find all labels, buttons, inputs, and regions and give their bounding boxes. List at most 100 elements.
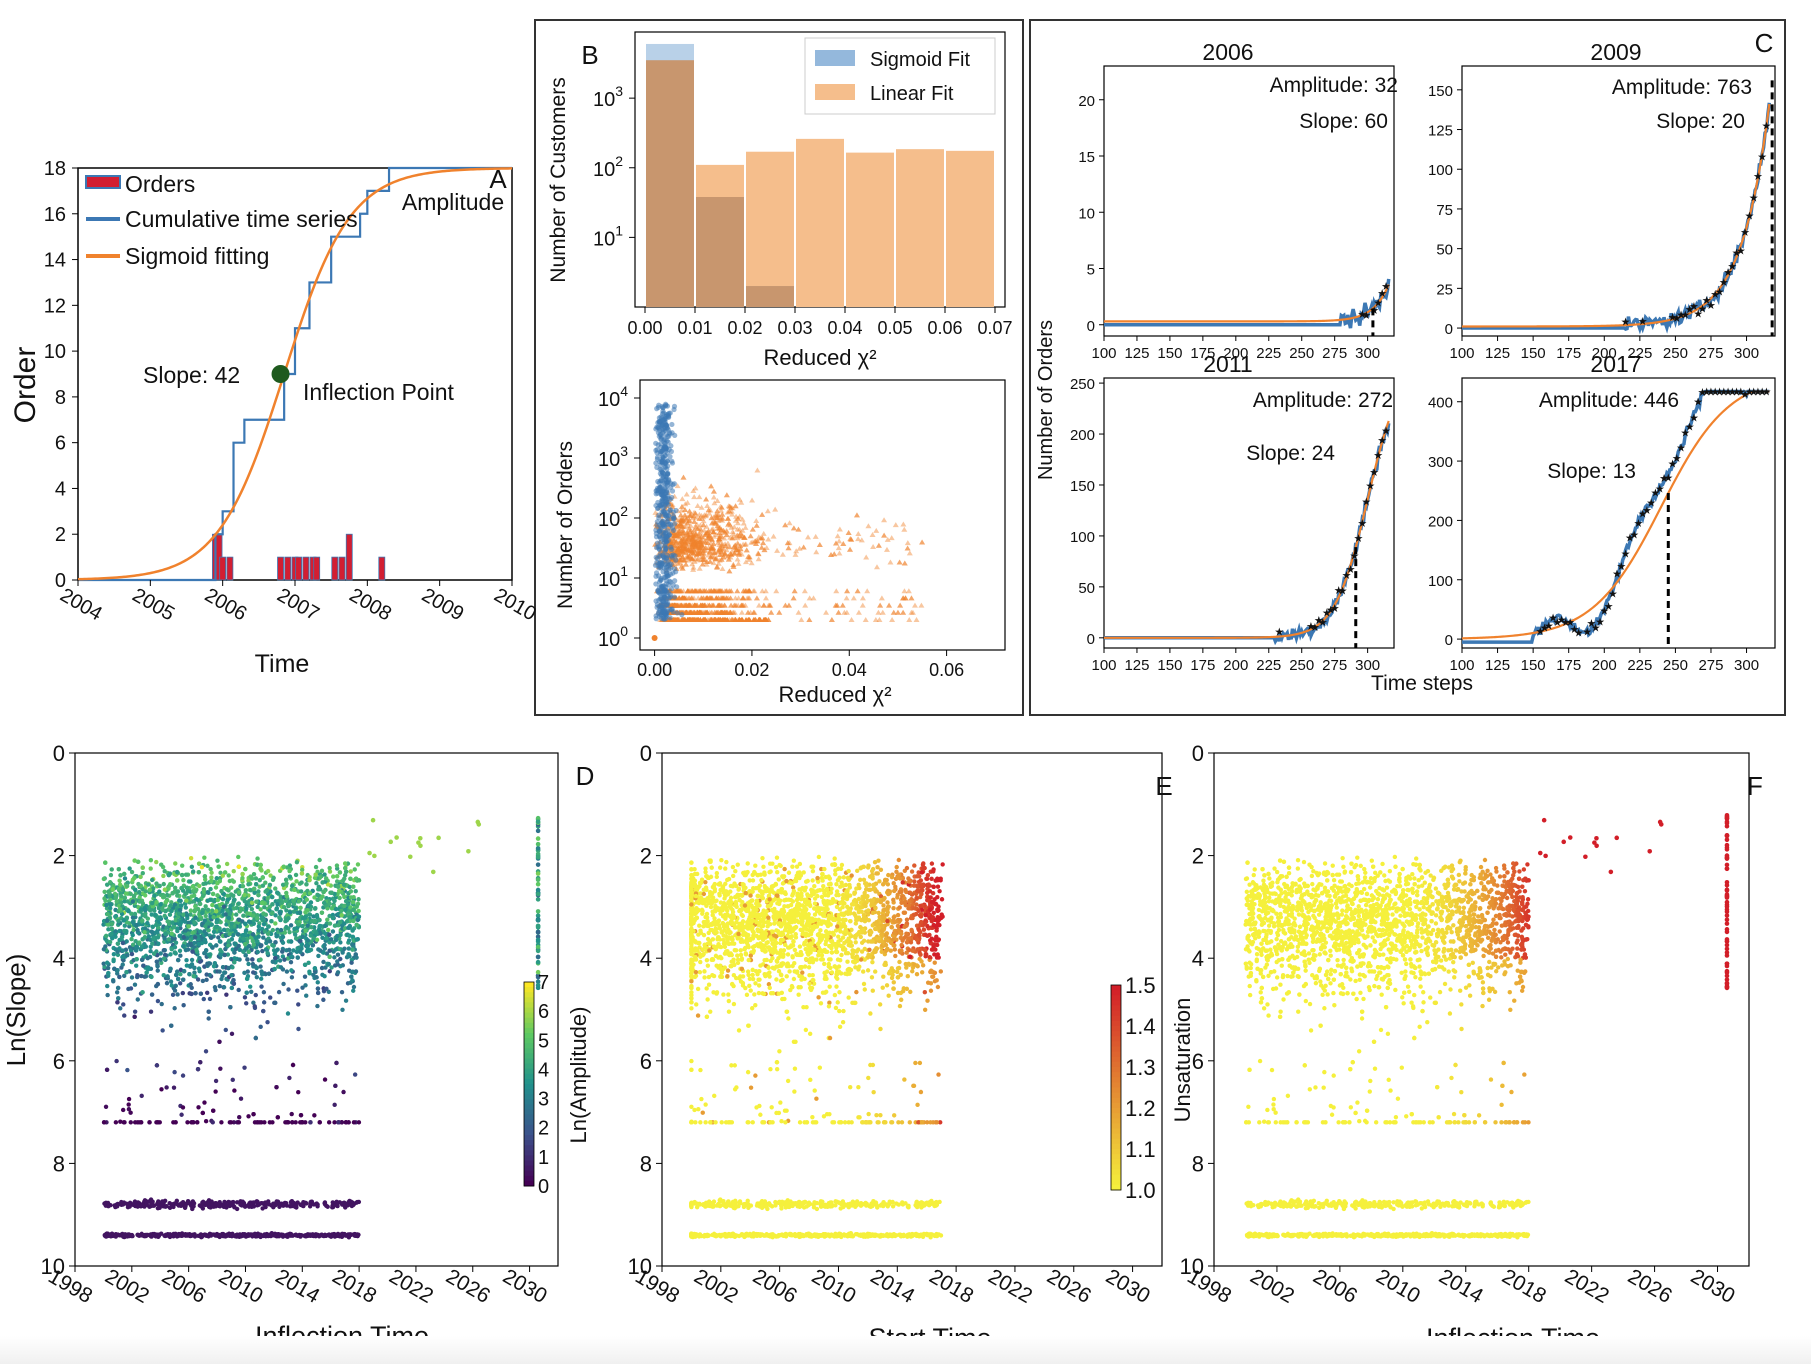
scatter-point	[193, 904, 198, 909]
scatter-point	[181, 1003, 186, 1008]
x-tick-label: 2005	[129, 584, 179, 625]
y-tick-label: 14	[44, 250, 66, 272]
scatter-point	[128, 1120, 133, 1125]
linear-fit-point	[700, 514, 707, 520]
scatter-point	[339, 989, 345, 995]
linear-fit-point	[901, 560, 908, 566]
scatter-point	[273, 886, 278, 891]
scatter-point	[163, 899, 169, 905]
scatter-point	[353, 888, 358, 894]
scatter-point	[220, 973, 225, 979]
scatter-point	[185, 1120, 190, 1125]
scatter-point	[203, 948, 209, 953]
scatter-point	[111, 952, 117, 957]
sigmoid-fit-point	[669, 554, 675, 560]
linear-fit-point	[892, 522, 899, 528]
sigmoid-fit-point	[653, 527, 659, 533]
linear-fit-point	[678, 551, 685, 557]
scatter-point	[149, 929, 154, 934]
scatter-point	[273, 921, 278, 926]
linear-fit-point	[700, 609, 707, 615]
sigmoid-fit-point	[656, 515, 662, 521]
x-tick-label: 100	[1091, 657, 1116, 674]
data-series-line	[1462, 389, 1770, 644]
scatter-point	[322, 974, 327, 979]
scatter-point	[126, 986, 131, 992]
scatter-point	[146, 882, 151, 887]
scatter-point	[162, 913, 167, 919]
scatter-point	[304, 993, 309, 998]
overlap-bar	[646, 60, 694, 308]
linear-fit-point	[881, 532, 888, 538]
linear-fit-point	[734, 526, 741, 532]
data-star-marker: ★	[1604, 601, 1614, 613]
scatter-point	[126, 1096, 132, 1102]
data-star-marker: ★	[1330, 603, 1340, 615]
linear-fit-point	[702, 538, 709, 544]
scatter-point	[113, 895, 119, 900]
linear-fit-point	[730, 562, 737, 568]
scatter-point	[297, 949, 303, 954]
scatter-point	[300, 985, 305, 990]
scatter-point	[327, 948, 332, 953]
scatter-point	[294, 879, 299, 884]
linear-fit-point	[740, 520, 747, 526]
scatter-point	[236, 987, 241, 993]
scatter-point	[277, 958, 283, 963]
scatter-point	[322, 942, 327, 948]
scatter-point	[332, 1102, 337, 1108]
data-star-marker: ★	[1353, 533, 1363, 545]
data-star-marker: ★	[1727, 261, 1737, 273]
linear-fit-point	[685, 595, 692, 601]
scatter-point	[213, 1078, 219, 1084]
linear-fit-point	[679, 534, 686, 540]
panel-c-slope-2017: Slope: 13	[1547, 460, 1636, 483]
scatter-point	[148, 1009, 154, 1014]
linear-fit-point	[859, 602, 866, 608]
y-tick-label: 125	[1428, 123, 1453, 140]
x-tick-label: 250	[1289, 657, 1314, 674]
scatter-point	[147, 908, 153, 913]
scatter-point	[346, 938, 352, 943]
linear-fit-point	[840, 541, 847, 547]
linear-fit-point	[696, 494, 703, 500]
scatter-point	[172, 1006, 177, 1011]
y-tick-label: 103	[598, 443, 628, 471]
scatter-point	[317, 857, 322, 863]
y-tick-label: 100	[1070, 529, 1095, 546]
sigmoid-fit-point	[664, 433, 671, 440]
scatter-point	[165, 974, 170, 979]
linear-fit-point	[719, 517, 726, 523]
x-tick-label: 0.07	[977, 318, 1012, 338]
y-tick-label: 50	[1078, 580, 1095, 597]
linear-fit-point	[753, 538, 760, 544]
data-star-marker: ★	[1373, 450, 1383, 462]
y-tick-label: 100	[1428, 573, 1453, 590]
y-tick-label: 20	[1078, 93, 1095, 110]
linear-fit-point	[795, 526, 802, 532]
linear-fit-point	[888, 535, 895, 541]
scatter-point	[124, 969, 129, 975]
scatter-point	[113, 1120, 119, 1125]
sigmoid-fit-point	[660, 616, 667, 622]
linear-fit-point	[674, 602, 681, 608]
sigmoid-fit-point	[668, 586, 675, 592]
scatter-point	[261, 935, 266, 940]
linear-fit-point	[713, 595, 720, 601]
scatter-point	[215, 897, 221, 903]
scatter-point	[170, 992, 176, 998]
scatter-point	[356, 908, 361, 914]
scatter-point	[132, 982, 138, 987]
linear-fit-point	[736, 496, 743, 502]
order-bar	[219, 556, 227, 581]
linear-fit-point	[701, 547, 708, 553]
data-star-marker: ★	[1361, 497, 1371, 509]
linear-fit-point	[791, 588, 798, 594]
scatter-point	[203, 1119, 209, 1124]
y-tick-label: 100	[598, 623, 628, 651]
linear-fit-point	[705, 536, 712, 542]
scatter-point	[321, 988, 327, 994]
panel-c-subplot: ★★★★★★★★★★★★★★★★★★★★★★★★★★★★★★★★★★★★★★★★…	[1428, 377, 1776, 674]
linear-fit-point	[729, 529, 736, 535]
linear-fit-point	[691, 494, 698, 500]
